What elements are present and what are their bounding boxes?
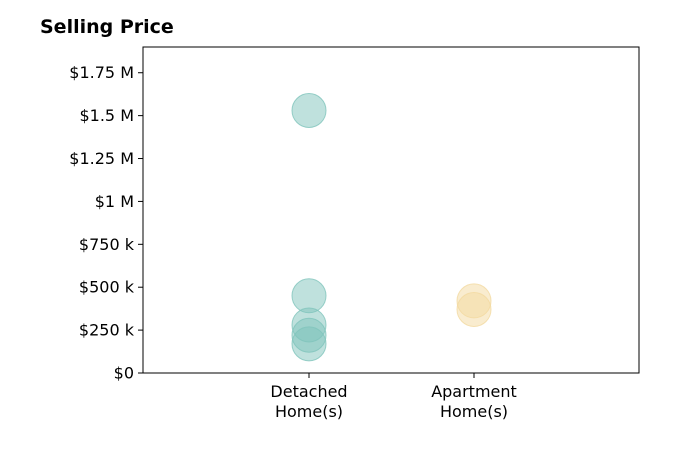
x-tick-label: Apartment Home(s) <box>431 382 517 421</box>
y-tick-label: $1 M <box>95 192 134 211</box>
chart-title: Selling Price <box>40 16 174 38</box>
data-points <box>291 92 492 362</box>
y-tick-label: $500 k <box>79 278 135 297</box>
y-tick-label: $1.5 M <box>79 106 134 125</box>
y-tick-label: $750 k <box>79 235 135 254</box>
data-point <box>291 92 327 128</box>
data-point <box>456 292 492 328</box>
y-tick-label: $250 k <box>79 321 135 340</box>
y-tick-label: $0 <box>114 364 134 383</box>
y-axis: $0 $250 k $500 k $750 k $1 M $1.25 M $1.5 M $1.… <box>69 63 143 383</box>
plot-area-frame <box>142 46 640 374</box>
x-tick-label: Detached Home(s) <box>270 382 347 421</box>
y-tick-label: $1.75 M <box>69 63 134 82</box>
x-axis: Detached Home(s) Apartment Home(s) <box>270 373 517 421</box>
y-tick-label: $1.25 M <box>69 149 134 168</box>
data-point <box>291 326 327 362</box>
